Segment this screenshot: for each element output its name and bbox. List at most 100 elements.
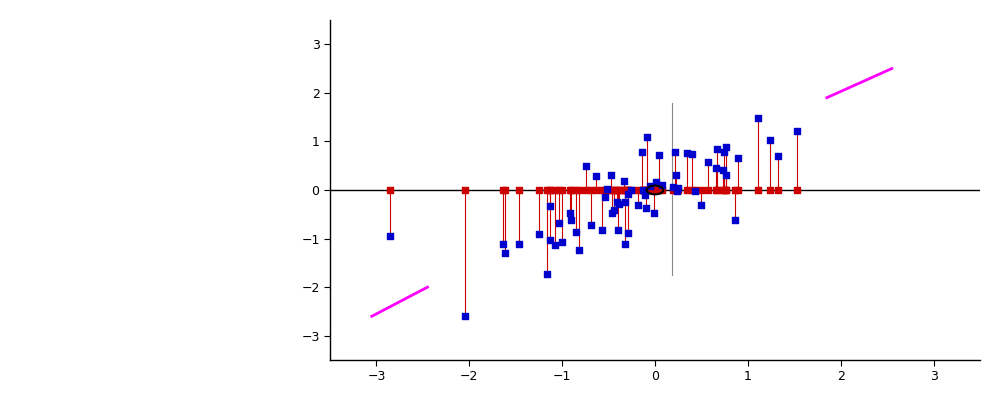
Point	[563, 217, 579, 224]
Point	[718, 172, 734, 178]
Point	[542, 187, 558, 193]
Point	[599, 186, 615, 192]
Point	[715, 187, 731, 193]
Point	[687, 187, 703, 193]
Point	[597, 194, 613, 200]
Point	[651, 152, 667, 158]
Point	[684, 187, 700, 193]
Point	[670, 185, 686, 191]
Point	[718, 187, 734, 193]
Point	[568, 187, 584, 193]
Point	[542, 203, 558, 210]
Point	[457, 313, 473, 320]
Point	[635, 187, 651, 193]
Point	[495, 240, 511, 247]
Point	[571, 187, 587, 193]
Point	[568, 228, 584, 235]
Point	[610, 187, 626, 193]
Point	[687, 188, 703, 194]
Point	[609, 187, 625, 193]
Point	[634, 149, 650, 156]
Point	[669, 188, 685, 194]
Point	[727, 187, 743, 193]
Point	[700, 158, 716, 165]
Point	[457, 187, 473, 193]
Point	[670, 187, 686, 193]
Point	[654, 187, 670, 193]
Point	[611, 200, 627, 207]
Point	[616, 187, 632, 193]
Point	[669, 187, 685, 193]
Point	[603, 187, 619, 193]
Point	[511, 187, 527, 193]
Point	[563, 187, 579, 193]
Point	[634, 187, 650, 193]
Point	[789, 187, 805, 193]
Point	[642, 187, 658, 193]
Point	[547, 187, 563, 193]
Point	[562, 210, 578, 216]
Point	[693, 202, 709, 208]
Point	[583, 222, 599, 228]
Point	[762, 136, 778, 143]
Point	[497, 187, 513, 193]
Point	[620, 187, 636, 193]
Point	[715, 167, 731, 174]
Point	[730, 155, 746, 162]
Point	[542, 187, 558, 193]
Point	[603, 172, 619, 178]
Point	[617, 198, 633, 205]
Point	[651, 187, 667, 193]
Point	[554, 239, 570, 246]
Point	[750, 187, 766, 193]
Point	[709, 187, 725, 193]
Point	[646, 209, 662, 216]
Point	[679, 187, 695, 193]
Point	[620, 187, 636, 193]
Point	[730, 187, 746, 193]
Point	[700, 187, 716, 193]
Point	[665, 184, 681, 190]
Point	[770, 187, 786, 193]
Point	[588, 187, 604, 193]
Point	[599, 187, 615, 193]
Point	[554, 187, 570, 193]
Point	[630, 187, 646, 193]
Point	[609, 199, 625, 205]
Point	[665, 187, 681, 193]
Point	[610, 227, 626, 233]
Point	[718, 187, 734, 193]
Point	[642, 183, 658, 189]
Point	[594, 227, 610, 233]
Point	[594, 187, 610, 193]
Point	[623, 187, 639, 193]
Point	[637, 192, 653, 198]
Point	[511, 241, 527, 248]
Point	[654, 182, 670, 188]
Point	[684, 151, 700, 157]
Point	[630, 202, 646, 208]
Point	[646, 187, 662, 193]
Point	[770, 153, 786, 160]
Point	[611, 187, 627, 193]
Point	[562, 187, 578, 193]
Point	[716, 148, 732, 155]
Point	[638, 187, 654, 193]
Point	[667, 187, 683, 193]
Point	[551, 187, 567, 193]
Point	[604, 210, 620, 216]
Point	[531, 187, 547, 193]
Point	[693, 187, 709, 193]
Point	[588, 173, 604, 180]
Point	[750, 114, 766, 121]
Point	[578, 163, 594, 169]
Point	[727, 216, 743, 223]
Point	[708, 165, 724, 172]
Point	[497, 249, 513, 256]
Point	[648, 187, 664, 193]
Point	[637, 187, 653, 193]
Point	[789, 128, 805, 134]
Point	[604, 187, 620, 193]
Point	[620, 230, 636, 236]
Point	[542, 237, 558, 244]
